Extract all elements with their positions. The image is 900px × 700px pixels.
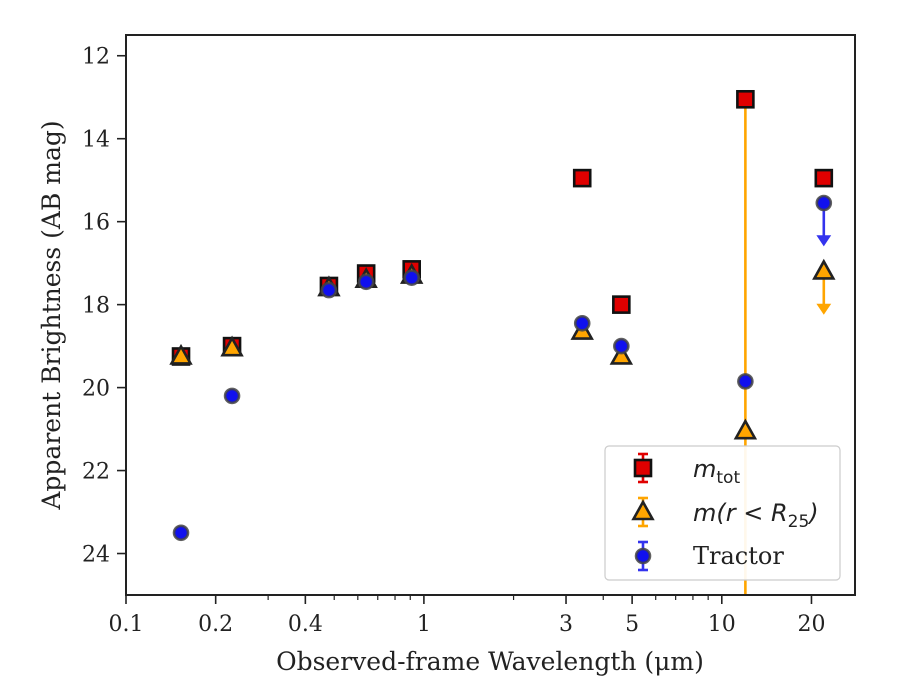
x-tick-label: 1: [417, 612, 431, 637]
mr25-upper-limit-arrow-head: [816, 303, 832, 315]
tractor-point: [357, 273, 375, 291]
tractor-upper-limit-arrow-head: [816, 235, 832, 247]
x-tick-label: 10: [708, 612, 736, 637]
legend-marker-mtot: [633, 458, 653, 478]
plot-frame: [125, 34, 856, 596]
x-axis-label: Observed-frame Wavelength (μm): [276, 647, 704, 676]
mtot-point: [572, 168, 592, 188]
legend-marker-mr25: [631, 499, 655, 521]
y-axis-label: Apparent Brightness (AB mag): [37, 120, 66, 510]
tractor-point: [403, 269, 420, 286]
mr25-point: [609, 343, 634, 365]
y-tick-label: 12: [82, 45, 110, 70]
y-tick-label: 20: [82, 377, 110, 402]
x-tick-label: 0.1: [109, 612, 144, 637]
x-tick-label: 20: [797, 612, 825, 637]
y-tick-label: 22: [82, 460, 110, 485]
mr25-point: [220, 335, 244, 357]
mr25-point: [733, 418, 758, 440]
x-tick-label: 0.4: [288, 612, 323, 637]
mtot-point: [612, 295, 631, 314]
x-tick-label: 5: [625, 612, 639, 637]
y-tick-label: 24: [82, 543, 110, 568]
legend-marker-tractor: [634, 547, 652, 565]
tractor-point: [320, 281, 338, 299]
legend-box: [604, 445, 841, 581]
tractor-point: [223, 387, 241, 405]
legend-label-tractor: Tractor: [693, 542, 784, 570]
tractor-point: [737, 373, 754, 390]
tractor-point: [172, 524, 190, 542]
x-tick-label: 3: [559, 612, 573, 637]
mtot-point: [736, 89, 755, 109]
y-tick-label: 18: [82, 294, 110, 319]
mr25-point: [169, 343, 193, 365]
mtot-point: [814, 168, 834, 188]
tractor-point: [573, 314, 591, 332]
y-tick-label: 14: [82, 128, 110, 153]
tractor-point: [613, 337, 630, 355]
x-tick-label: 0.2: [198, 612, 233, 637]
tractor-point: [815, 194, 833, 212]
mr25-point: [812, 258, 836, 280]
y-tick-label: 16: [82, 211, 110, 236]
